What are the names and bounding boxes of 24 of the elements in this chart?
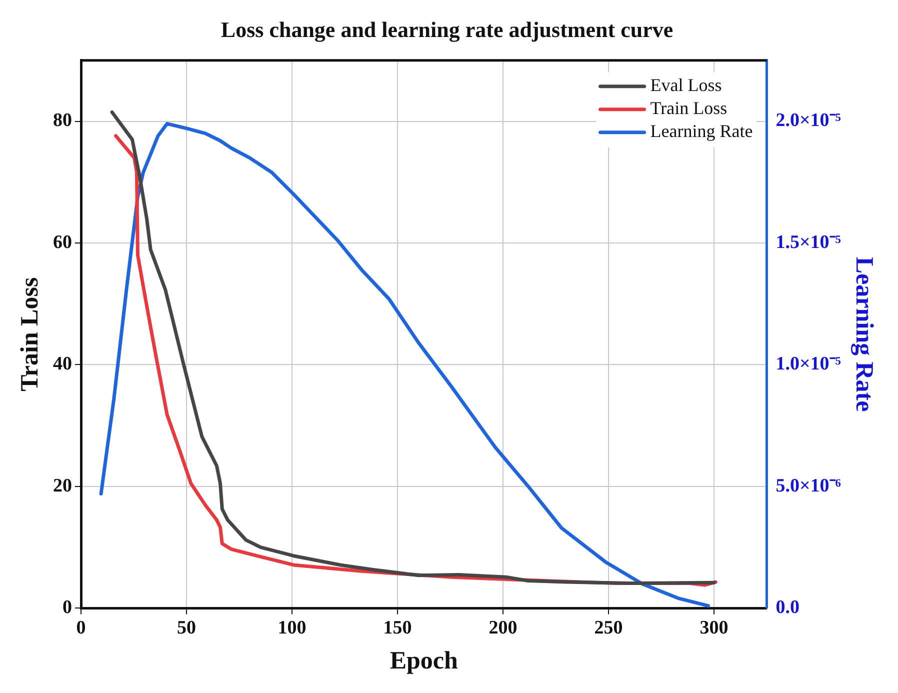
x-tick-label: 300 — [700, 618, 728, 639]
y2-tick-label: 1.5×10⁻⁵ — [776, 232, 842, 253]
y2-axis-title: Learning Rate — [850, 256, 878, 412]
legend-label: Train Loss — [650, 98, 728, 118]
x-tick-label: 250 — [594, 618, 623, 639]
x-tick-label: 50 — [176, 618, 196, 639]
y-tick-label: 40 — [53, 354, 72, 375]
y-tick-label: 20 — [53, 475, 72, 496]
legend-label: Eval Loss — [650, 75, 722, 96]
y-tick-label: 0 — [62, 597, 72, 618]
y-axis-title: Train Loss — [16, 276, 44, 392]
x-tick-label: 0 — [76, 618, 86, 639]
y2-tick-label: 0.0 — [776, 597, 800, 618]
y-tick-label: 80 — [53, 110, 72, 132]
y-tick-label: 60 — [53, 232, 72, 253]
chart-title: Loss change and learning rate adjustment curve — [220, 16, 674, 42]
x-tick-label: 200 — [488, 618, 518, 639]
y2-tick-label: 2.0×10⁻⁵ — [776, 110, 842, 132]
x-axis-title: Epoch — [390, 647, 458, 674]
x-tick-label: 100 — [278, 618, 306, 639]
y2-tick-label: 5.0×10⁻⁶ — [776, 475, 842, 496]
legend-label: Learning Rate — [650, 121, 753, 142]
x-tick-label: 150 — [383, 618, 412, 639]
y2-tick-label: 1.0×10⁻⁵ — [776, 354, 842, 375]
